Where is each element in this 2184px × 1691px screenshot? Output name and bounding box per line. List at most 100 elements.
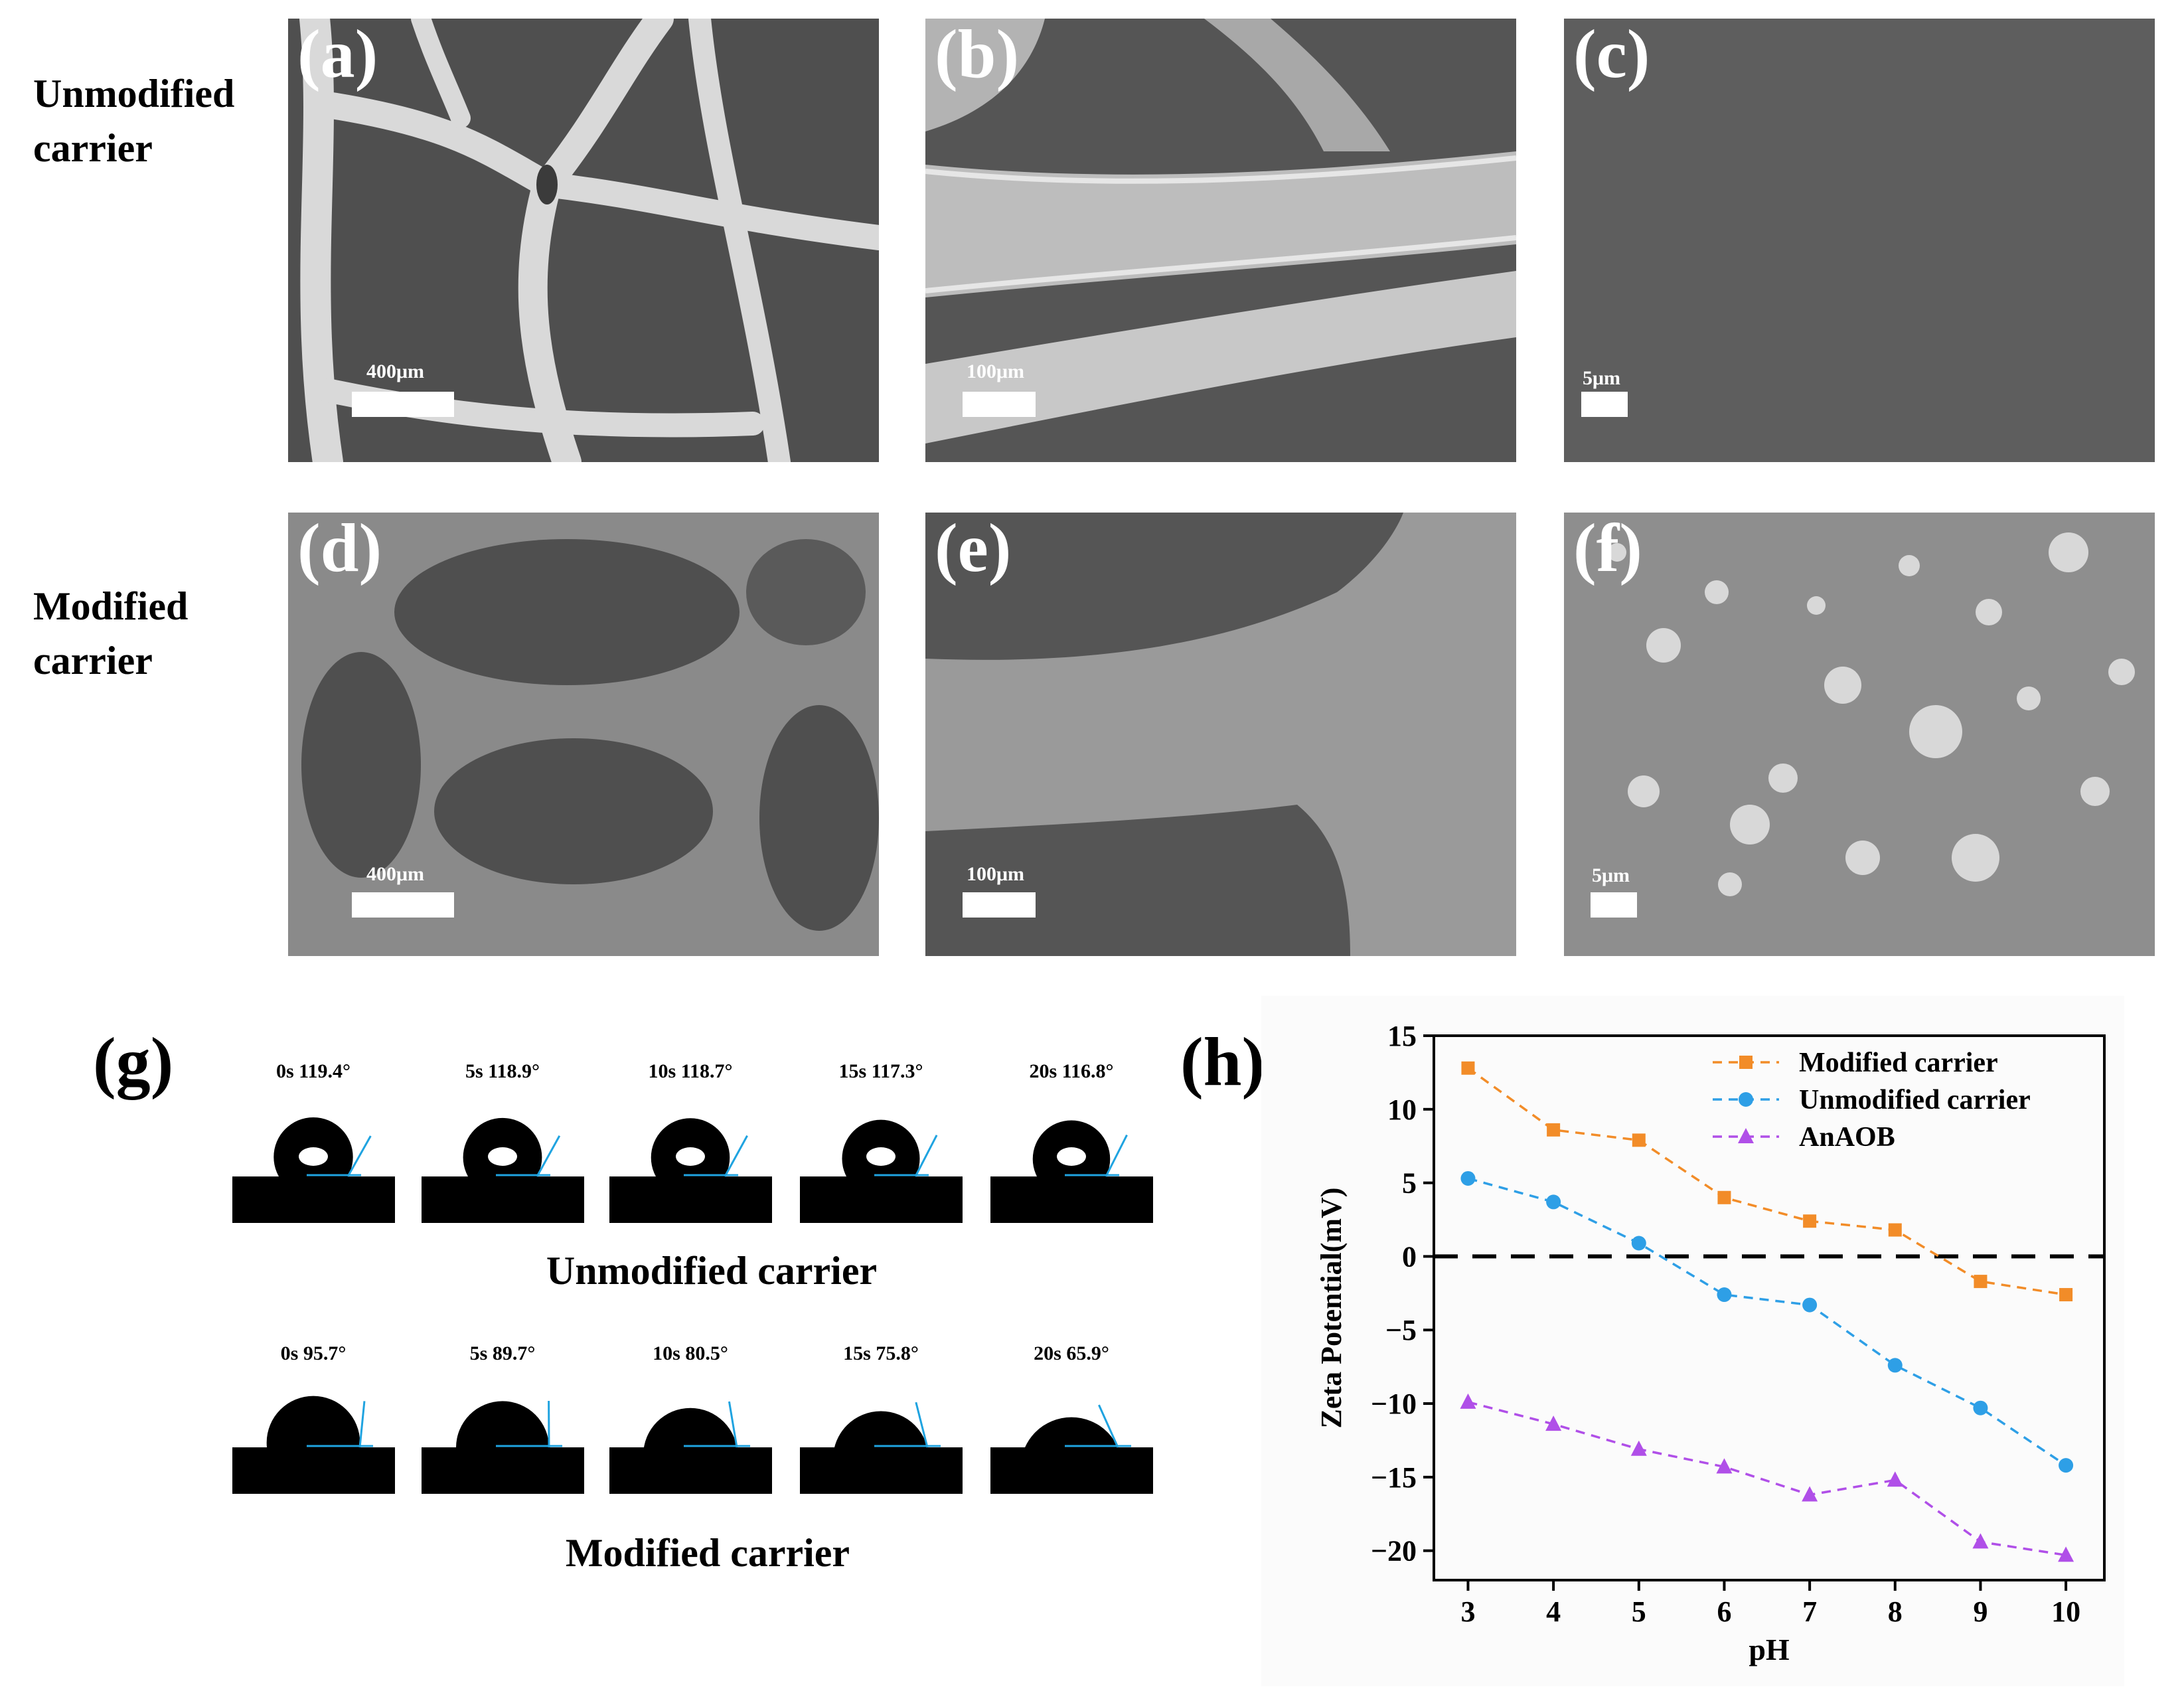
row-label-unmodified: Unmodified carrier bbox=[33, 66, 234, 175]
x-tick-label: 6 bbox=[1717, 1595, 1731, 1628]
row-label-line: carrier bbox=[33, 639, 153, 683]
sem-panel-f: (f) 5μm bbox=[1564, 513, 2155, 956]
scale-bar bbox=[1591, 892, 1637, 918]
sem-image-d bbox=[288, 513, 879, 956]
data-point bbox=[1973, 1400, 1988, 1415]
sem-panel-e: (e) 100μm bbox=[925, 513, 1516, 956]
data-point bbox=[1630, 1440, 1647, 1456]
data-point bbox=[1972, 1533, 1989, 1549]
series-line bbox=[1467, 1067, 2067, 1296]
data-point bbox=[1461, 1061, 1475, 1075]
row-label-line: Modified bbox=[33, 584, 189, 628]
contact-angle-label: 0s 95.7° bbox=[280, 1342, 347, 1364]
panel-letter-h: (h) bbox=[1180, 1024, 1265, 1100]
legend-label: Unmodified carrier bbox=[1799, 1085, 2031, 1115]
row-label-modified: Modified carrier bbox=[33, 579, 188, 688]
series-line bbox=[1468, 1401, 2067, 1557]
y-tick-label: 10 bbox=[1387, 1093, 1417, 1126]
y-tick-label: 15 bbox=[1387, 1020, 1417, 1052]
row-label-line: carrier bbox=[33, 126, 153, 170]
data-point bbox=[1802, 1486, 1818, 1502]
panel-letter: (f) bbox=[1573, 513, 1642, 586]
scale-bar-label: 100μm bbox=[967, 863, 1024, 885]
legend-marker bbox=[1739, 1056, 1753, 1069]
droplet-image bbox=[422, 1117, 584, 1223]
data-point bbox=[1545, 1415, 1562, 1431]
data-point bbox=[1717, 1287, 1732, 1303]
data-point bbox=[1460, 1170, 1476, 1186]
chart-background bbox=[1261, 996, 2124, 1686]
data-point bbox=[2059, 1288, 2073, 1302]
zeta-potential-chart: 15 10 5 0 −5 −10 −15 −20 3 4 5 6 7 8 9 10 Modified carri… bbox=[1261, 996, 2124, 1686]
y-tick-label: −20 bbox=[1371, 1535, 1417, 1568]
y-tick-label: 5 bbox=[1402, 1167, 1417, 1200]
x-tick-label: 7 bbox=[1802, 1595, 1817, 1628]
data-point bbox=[1631, 1236, 1646, 1251]
data-point bbox=[1460, 1393, 1476, 1409]
scale-bar-label: 5μm bbox=[1592, 864, 1630, 886]
contact-angle-label: 20s 116.8° bbox=[1029, 1060, 1114, 1082]
sem-image-b bbox=[925, 19, 1516, 462]
contact-angle-label: 10s 118.7° bbox=[648, 1060, 733, 1082]
scale-bar bbox=[963, 892, 1036, 918]
scale-bar bbox=[1581, 392, 1628, 417]
sem-panel-a: (a) 400μm bbox=[288, 19, 879, 462]
droplet-image bbox=[232, 1396, 395, 1494]
data-point bbox=[1888, 1223, 1902, 1237]
droplet-image bbox=[800, 1119, 963, 1223]
data-point bbox=[1716, 1458, 1733, 1474]
data-point bbox=[1632, 1133, 1646, 1147]
data-point bbox=[1887, 1471, 1903, 1487]
y-tick-label: 0 bbox=[1402, 1240, 1417, 1273]
droplet-image bbox=[990, 1404, 1153, 1494]
data-point bbox=[1887, 1358, 1903, 1373]
sem-image-e bbox=[925, 513, 1516, 956]
data-point bbox=[1546, 1194, 1561, 1210]
contact-angle-label: 5s 118.9° bbox=[465, 1060, 540, 1082]
scale-bar-label: 5μm bbox=[1583, 367, 1620, 389]
sem-image-f bbox=[1564, 513, 2155, 956]
scale-bar-label: 400μm bbox=[366, 361, 424, 382]
legend-label: AnAOB bbox=[1799, 1122, 1895, 1153]
x-tick-label: 10 bbox=[2051, 1595, 2080, 1628]
y-tick-label: −15 bbox=[1371, 1461, 1417, 1494]
droplet-image bbox=[990, 1120, 1153, 1223]
contact-angle-label: 10s 80.5° bbox=[653, 1342, 728, 1364]
contact-angle-label: 15s 117.3° bbox=[838, 1060, 923, 1082]
x-axis-label: pH bbox=[1749, 1633, 1790, 1666]
droplet-image bbox=[800, 1402, 963, 1494]
sem-panel-b: (b) 100μm bbox=[925, 19, 1516, 462]
y-tick-label: −5 bbox=[1385, 1314, 1417, 1346]
panel-letter: (b) bbox=[935, 19, 1020, 92]
panel-letter: (d) bbox=[297, 513, 382, 586]
contact-angle-label: 20s 65.9° bbox=[1034, 1342, 1109, 1364]
droplet-image bbox=[609, 1401, 772, 1494]
panel-letter-g: (g) bbox=[93, 1024, 174, 1100]
data-point bbox=[1974, 1275, 1988, 1289]
sem-image-c bbox=[1564, 19, 2155, 462]
x-tick-label: 9 bbox=[1973, 1595, 1988, 1628]
x-tick-label: 3 bbox=[1460, 1595, 1475, 1628]
y-tick-label: −10 bbox=[1371, 1388, 1417, 1420]
data-point bbox=[1547, 1123, 1561, 1137]
scale-bar bbox=[963, 392, 1036, 417]
data-point bbox=[2058, 1546, 2074, 1562]
scale-bar-label: 100μm bbox=[967, 361, 1024, 382]
panel-letter: (c) bbox=[1573, 19, 1650, 92]
legend-marker bbox=[1739, 1092, 1753, 1107]
panel-letter: (a) bbox=[297, 19, 378, 92]
scale-bar bbox=[352, 392, 454, 417]
sem-panel-c: (c) 5μm bbox=[1564, 19, 2155, 462]
legend-marker bbox=[1738, 1128, 1754, 1143]
group-label-modified: Modified carrier bbox=[565, 1531, 850, 1575]
sem-panel-d: (d) 400μm bbox=[288, 513, 879, 956]
contact-angle-label: 15s 75.8° bbox=[843, 1342, 919, 1364]
legend-label: Modified carrier bbox=[1799, 1048, 1998, 1078]
scale-bar bbox=[352, 892, 454, 918]
data-point bbox=[1717, 1190, 1731, 1204]
scale-bar-label: 400μm bbox=[366, 863, 424, 885]
series-line bbox=[1467, 1177, 2067, 1467]
group-label-unmodified: Unmodified carrier bbox=[546, 1249, 878, 1293]
data-point bbox=[2059, 1458, 2074, 1473]
panel-letter: (e) bbox=[935, 513, 1012, 586]
